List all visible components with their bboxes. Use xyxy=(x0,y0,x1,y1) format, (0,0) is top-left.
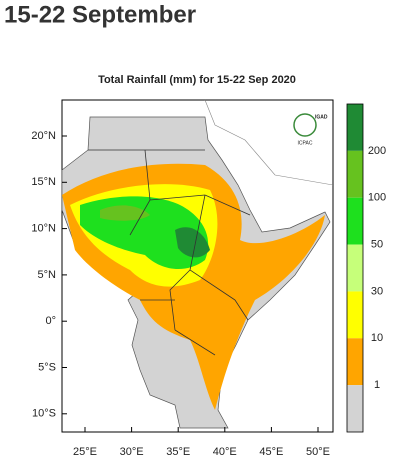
lat-label: 5°N xyxy=(38,269,57,281)
colorbar-segment xyxy=(347,244,363,292)
colorbar-segment xyxy=(347,338,363,386)
lat-label: 10°S xyxy=(32,408,56,420)
lon-label: 25°E xyxy=(73,446,97,458)
colorbar-segment xyxy=(347,104,363,151)
colorbar-segment xyxy=(347,385,363,432)
lon-label: 50°E xyxy=(306,446,330,458)
colorbar-label: 50 xyxy=(371,238,383,250)
colorbar-label: 30 xyxy=(371,285,383,297)
logo: IGAD ICPAC xyxy=(293,113,328,146)
lon-label: 35°E xyxy=(166,446,190,458)
rain-lake xyxy=(100,205,150,221)
lat-label: 0° xyxy=(45,315,56,327)
colorbar-label: 10 xyxy=(371,332,383,344)
colorbar-segment xyxy=(347,197,363,245)
page-title: 15-22 September xyxy=(4,1,196,28)
map-title: Total Rainfall (mm) for 15-22 Sep 2020 xyxy=(98,74,296,86)
borders xyxy=(88,149,251,356)
colorbar-segment xyxy=(347,150,363,198)
rain-very-high xyxy=(175,227,210,258)
map: IGAD ICPAC xyxy=(61,99,334,433)
axes: 20°N 15°N 10°N 5°N 0° 5°S 10°S 25°E 30°E 35°E 40°E… xyxy=(31,130,330,458)
logo-badge xyxy=(293,113,317,137)
colorbar-label: 1 xyxy=(374,379,380,391)
logo-name: IGAD xyxy=(315,114,328,120)
colorbar-frame xyxy=(346,103,364,433)
colorbar: 200 100 50 30 10 1 xyxy=(346,103,386,433)
lat-label: 15°N xyxy=(31,176,56,188)
lat-label: 5°S xyxy=(38,361,56,373)
lat-label: 10°N xyxy=(31,223,56,235)
colorbar-label: 200 xyxy=(368,145,386,157)
colorbar-segment xyxy=(347,291,363,339)
lat-label: 20°N xyxy=(31,130,56,142)
nile xyxy=(204,99,334,186)
lon-label: 40°E xyxy=(213,446,237,458)
lon-label: 45°E xyxy=(259,446,283,458)
lon-label: 30°E xyxy=(120,446,144,458)
logo-org: ICPAC xyxy=(298,140,313,146)
colorbar-label: 100 xyxy=(368,192,386,204)
